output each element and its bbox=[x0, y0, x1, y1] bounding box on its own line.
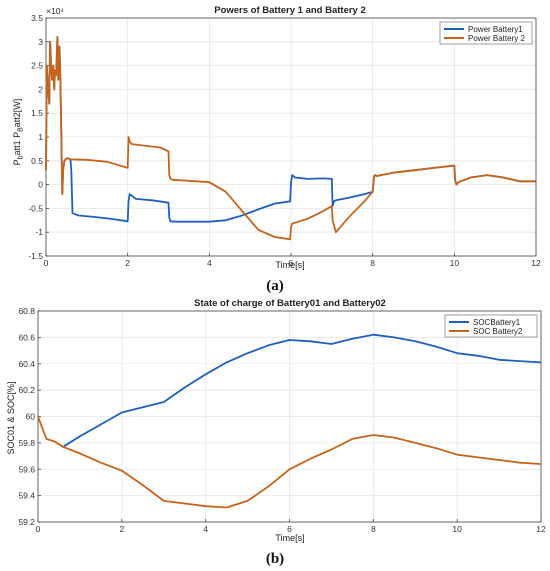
chart-a-y-tick-label: 2 bbox=[38, 84, 43, 94]
chart-a-x-label: Time[s] bbox=[275, 260, 304, 270]
chart-a-x-tick-label: 12 bbox=[531, 258, 541, 268]
chart-a-y-tick-label: -1.5 bbox=[28, 251, 43, 261]
chart-b-y-tick-label: 60.8 bbox=[18, 306, 35, 316]
chart-b-title: State of charge of Battery01 and Battery… bbox=[194, 298, 386, 309]
chart-a-series-2-line bbox=[45, 36, 536, 241]
chart-a-y-label-e: att2[W] bbox=[12, 99, 22, 128]
chart-a-y-tick-label: 2.5 bbox=[31, 61, 43, 71]
chart-b-x-tick-label: 4 bbox=[203, 524, 208, 534]
chart-b-x-tick-label: 6 bbox=[287, 524, 292, 534]
chart-a-y-exponent: ×10⁴ bbox=[46, 6, 64, 16]
chart-a-legend-entry-2: Power Battery 2 bbox=[468, 34, 525, 43]
chart-a-x-tick-label: 6 bbox=[289, 258, 294, 268]
chart-b-x-tick-label: 2 bbox=[119, 524, 124, 534]
chart-a-y-label-p1: P bbox=[12, 159, 22, 165]
chart-b-y-tick-label: 59.8 bbox=[18, 438, 35, 448]
chart-b-plot: 0 2 4 6 8 10 12 59.2 59.4 59.6 59.8 60 60.2 60.4 60.6 6… bbox=[18, 306, 546, 534]
chart-b-series-1-line bbox=[62, 333, 542, 448]
chart-b-y-tick-label: 59.4 bbox=[18, 491, 35, 501]
chart-a-x-tick-label: 10 bbox=[450, 258, 460, 268]
chart-b-x-label: Time[s] bbox=[275, 533, 304, 543]
chart-a-y-tick-label: -0.5 bbox=[28, 203, 43, 213]
chart-b-y-tick-label: 59.2 bbox=[18, 517, 35, 527]
chart-a-panel-label: (a) bbox=[266, 278, 284, 294]
chart-b-panel-label: (b) bbox=[266, 551, 284, 567]
chart-a-y-tick-label: 0 bbox=[38, 180, 43, 190]
chart-a-x-tick-label: 0 bbox=[44, 258, 49, 268]
chart-b-x-tick-label: 10 bbox=[452, 524, 462, 534]
chart-a-y-tick-label: 3 bbox=[38, 37, 43, 47]
chart-b-y-label: SOC01 & SOC[%] bbox=[6, 381, 16, 454]
chart-a-x-tick-label: 8 bbox=[370, 258, 375, 268]
chart-a-y-tick-label: 3.5 bbox=[31, 13, 43, 23]
chart-b-y-tick-label: 59.6 bbox=[18, 464, 35, 474]
chart-a-legend-entry-1: Power Battery1 bbox=[468, 25, 523, 34]
chart-b-y-tick-label: 60 bbox=[26, 412, 36, 422]
chart-b-x-tick-label: 8 bbox=[371, 524, 376, 534]
chart-a-y-tick-label: 1.5 bbox=[31, 108, 43, 118]
chart-a-y-label-s2: B bbox=[18, 127, 25, 132]
chart-a-plot: 0 2 4 6 8 10 12 -1.5 -1 -0.5 0 0.5 1 1.5 2 2.5 3 3.5 Power… bbox=[28, 13, 541, 268]
chart-b-x-tick-label: 0 bbox=[36, 524, 41, 534]
chart-a-y-label-m: att1 P bbox=[12, 132, 22, 156]
chart-b-y-tick-label: 60.2 bbox=[18, 385, 35, 395]
chart-a-y-tick-label: -1 bbox=[35, 227, 43, 237]
chart-b-series-2-line bbox=[37, 416, 542, 509]
chart-b-x-tick-label: 12 bbox=[536, 524, 546, 534]
chart-b-legend-entry-2: SOC Battery2 bbox=[473, 327, 523, 336]
chart-a-title: Powers of Battery 1 and Battery 2 bbox=[214, 5, 366, 16]
chart-a-x-tick-label: 4 bbox=[207, 258, 212, 268]
chart-b-legend-entry-1: SOCBattery1 bbox=[473, 318, 521, 327]
chart-b-y-tick-label: 60.6 bbox=[18, 332, 35, 342]
chart-a-y-tick-label: 1 bbox=[38, 132, 43, 142]
chart-a-y-label: Pbatt1 PBatt2[W] bbox=[12, 99, 25, 166]
chart-a-y-tick-label: 0.5 bbox=[31, 156, 43, 166]
chart-a-x-tick-label: 2 bbox=[125, 258, 130, 268]
chart-a-y-label-s1: b bbox=[18, 155, 25, 159]
chart-b-y-tick-label: 60.4 bbox=[18, 359, 35, 369]
